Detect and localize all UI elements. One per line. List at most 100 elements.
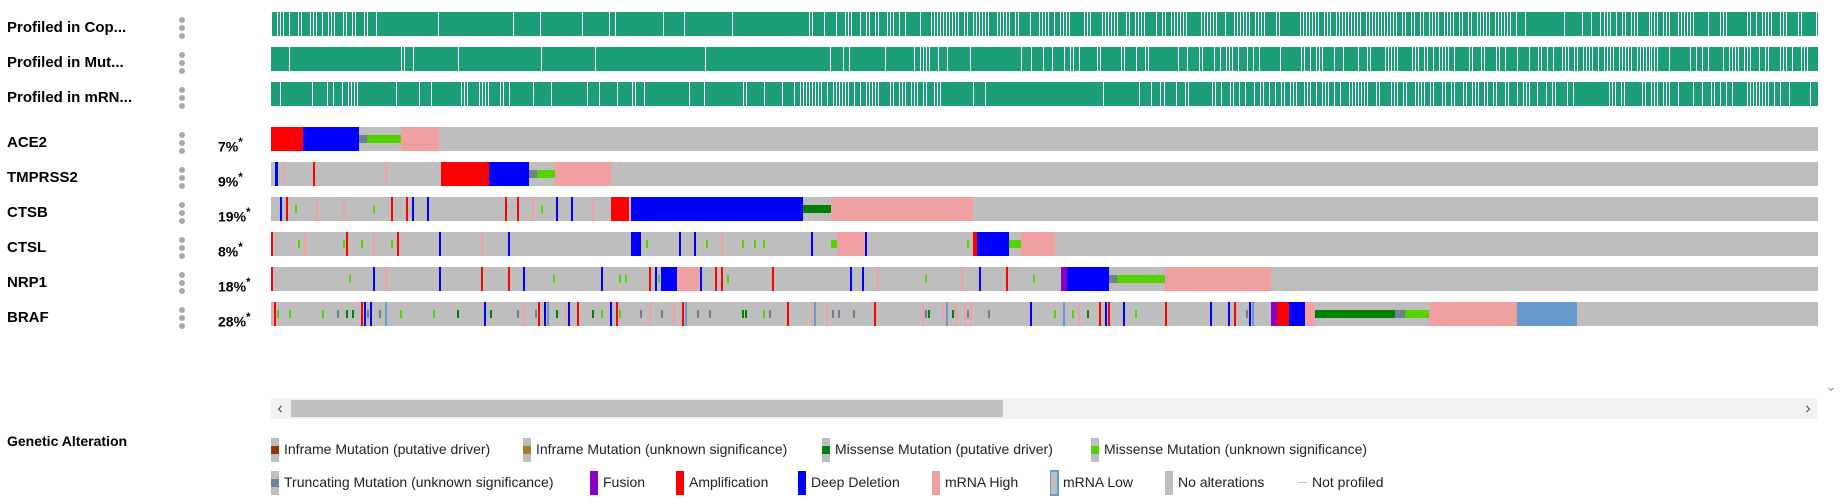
track-menu-icon[interactable] bbox=[177, 305, 187, 331]
profiled-gap bbox=[461, 82, 462, 106]
profiled-gap bbox=[938, 47, 939, 71]
profiled-gap bbox=[401, 47, 402, 71]
profiled-gap bbox=[1657, 82, 1658, 106]
track-menu-icon[interactable] bbox=[177, 50, 187, 76]
legend-label: Missense Mutation (unknown significance) bbox=[1104, 441, 1368, 457]
profiled-gap bbox=[1039, 12, 1040, 36]
profiled-gap bbox=[1111, 12, 1112, 36]
profiled-gap bbox=[1726, 12, 1727, 36]
profiled-gap bbox=[1339, 12, 1340, 36]
profiled-gap bbox=[893, 82, 894, 106]
horizontal-scrollbar[interactable]: ‹ › bbox=[271, 398, 1817, 419]
profiled-gap bbox=[1358, 47, 1359, 71]
gene-track-cells[interactable] bbox=[271, 197, 1818, 227]
profiled-gap bbox=[1160, 82, 1161, 106]
profiled-gap bbox=[794, 82, 795, 106]
profiled-gap bbox=[1714, 82, 1715, 106]
profiled-gap bbox=[1006, 12, 1007, 36]
profiled-gap bbox=[952, 12, 953, 36]
profiled-gap bbox=[1318, 12, 1319, 36]
profiled-gap bbox=[1343, 47, 1344, 71]
profiled-gap bbox=[1031, 47, 1032, 71]
mrna-high-cell bbox=[592, 197, 594, 221]
mrna-high-cell bbox=[565, 302, 567, 326]
profiled-gap bbox=[1261, 12, 1262, 36]
profiled-gap bbox=[1472, 82, 1473, 106]
gene-track-cells[interactable] bbox=[271, 232, 1818, 262]
profiled-gap bbox=[1708, 47, 1709, 71]
deep-deletion-cell bbox=[439, 232, 441, 256]
mrna-low-cell bbox=[685, 302, 687, 326]
profiled-gap bbox=[1708, 12, 1709, 36]
track-menu-icon[interactable] bbox=[177, 85, 187, 111]
track-menu-icon[interactable] bbox=[177, 165, 187, 191]
profiled-gap bbox=[1517, 47, 1518, 71]
missense-unknown-cell bbox=[1033, 275, 1035, 283]
profiled-gap bbox=[970, 47, 971, 71]
profiled-gap bbox=[926, 47, 927, 71]
profiled-gap bbox=[1445, 82, 1446, 106]
legend-label: Truncating Mutation (unknown significanc… bbox=[284, 474, 554, 490]
profiled-gap bbox=[500, 82, 501, 106]
profiled-gap bbox=[743, 82, 744, 106]
gene-track-ctsl: CTSL 8%* bbox=[0, 232, 1848, 266]
profiled-gap bbox=[1063, 12, 1064, 36]
profiled-gap bbox=[1030, 12, 1031, 36]
profiled-gap bbox=[985, 12, 986, 36]
profiled-gap bbox=[1079, 47, 1080, 71]
profiled-gap bbox=[1324, 12, 1325, 36]
profiled-gap bbox=[404, 47, 405, 71]
deep-deletion-cell bbox=[523, 267, 525, 291]
amplification-cell bbox=[313, 162, 315, 186]
profiled-gap bbox=[815, 82, 816, 106]
profiled-gap bbox=[982, 12, 983, 36]
profiled-gap bbox=[1654, 12, 1655, 36]
amplification-cell bbox=[772, 267, 774, 291]
missense-driver-segment bbox=[1315, 310, 1395, 318]
alteration-percent: 19%* bbox=[218, 206, 251, 225]
gene-track-cells[interactable] bbox=[271, 302, 1818, 332]
profiled-gap bbox=[1186, 12, 1187, 36]
track-menu-icon[interactable] bbox=[177, 270, 187, 296]
profiled-gap bbox=[1687, 12, 1688, 36]
alteration-percent: 18%* bbox=[218, 276, 251, 295]
profiled-gap bbox=[1306, 12, 1307, 36]
profiled-gap bbox=[1247, 47, 1248, 71]
track-menu-icon[interactable] bbox=[177, 235, 187, 261]
profiled-gap bbox=[890, 12, 891, 36]
truncating-unknown-cell bbox=[769, 310, 771, 318]
scroll-left-icon[interactable]: ‹ bbox=[277, 400, 283, 417]
scroll-down-icon[interactable]: ⌄ bbox=[1825, 378, 1837, 394]
truncating-unknown-cell bbox=[661, 310, 663, 318]
track-menu-icon[interactable] bbox=[177, 130, 187, 156]
track-menu-icon[interactable] bbox=[177, 200, 187, 226]
profiled-gap bbox=[923, 82, 924, 106]
profiled-gap bbox=[1103, 82, 1104, 106]
gene-track-cells[interactable] bbox=[271, 162, 1818, 192]
profiled-gap bbox=[1412, 47, 1413, 71]
profiled-gap bbox=[1325, 82, 1326, 106]
profiled-gap bbox=[1592, 47, 1593, 71]
gene-track-cells[interactable] bbox=[271, 267, 1818, 297]
track-menu-icon[interactable] bbox=[177, 15, 187, 41]
truncating-unknown-cell bbox=[379, 310, 381, 318]
gene-track-cells[interactable] bbox=[271, 127, 1818, 157]
profiled-gap bbox=[277, 12, 278, 36]
profiled-gap bbox=[1021, 47, 1022, 71]
profiled-gap bbox=[1501, 12, 1502, 36]
scrollbar-thumb[interactable] bbox=[291, 400, 1003, 417]
profiled-gap bbox=[1753, 82, 1754, 106]
profiled-gap bbox=[1334, 82, 1335, 106]
profiled-gap bbox=[617, 82, 618, 106]
profiled-gap bbox=[1215, 82, 1216, 106]
profiled-gap bbox=[1469, 47, 1470, 71]
inframe-driver-icon bbox=[271, 438, 279, 462]
mrna-low-cell bbox=[1063, 302, 1065, 326]
scroll-right-icon[interactable]: › bbox=[1805, 400, 1811, 417]
profiled-gap bbox=[1816, 12, 1817, 36]
profiled-gap bbox=[1702, 47, 1703, 71]
mrna-low-cell bbox=[1252, 302, 1254, 326]
profiled-gap bbox=[943, 12, 944, 36]
track-profiled-mrna: Profiled in mRN... bbox=[0, 82, 1848, 116]
alteration-percent: 9%* bbox=[218, 171, 243, 190]
